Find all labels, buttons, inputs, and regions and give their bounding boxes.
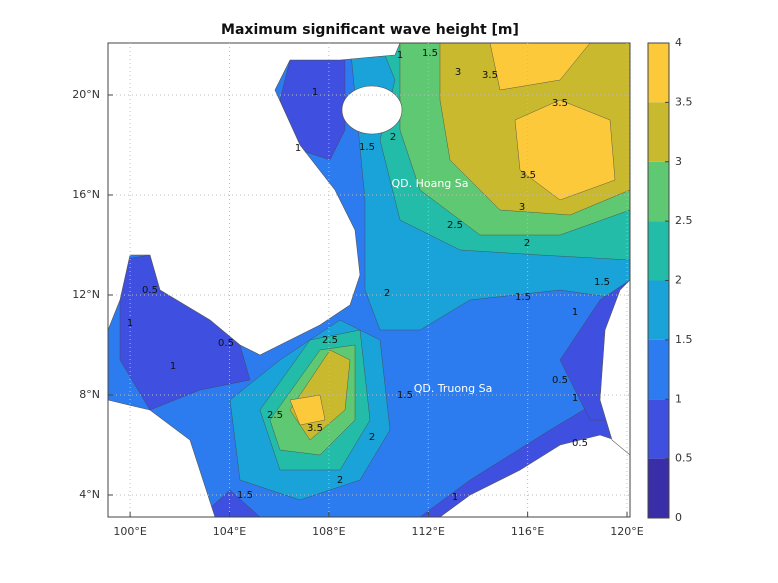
contour-label: 1.5: [359, 142, 375, 153]
contour-label: 3: [455, 67, 461, 78]
colorbar-tick-label: 1: [675, 392, 682, 405]
contour-band: [514, 99, 616, 201]
place-label: QD. Truong Sa: [414, 382, 493, 395]
contour-label: 1.5: [397, 390, 413, 401]
contour-label: 1.5: [515, 292, 531, 303]
contour-label: 2: [390, 132, 396, 143]
land: [108, 43, 401, 356]
place-label: QD. Hoang Sa: [391, 177, 468, 190]
contour-label: 2: [337, 475, 343, 486]
colorbar-tick-label: 3.5: [675, 95, 693, 108]
contour-label: 2.5: [447, 220, 463, 231]
y-tick-label: 16°N: [72, 188, 100, 201]
contour-label: 1: [452, 492, 458, 503]
contour-label: 0.5: [218, 338, 234, 349]
colorbar-segment: [648, 339, 669, 400]
contour-label: 2: [524, 238, 530, 249]
colorbar-segment: [648, 399, 669, 459]
colorbar-tick-label: 2.5: [675, 214, 693, 227]
contour-label: 3.5: [307, 423, 323, 434]
contour-label: 3.5: [520, 170, 536, 181]
x-tick-label: 100°E: [113, 525, 146, 538]
contour-label: 1: [170, 361, 176, 372]
colorbar-segment: [648, 43, 669, 103]
colorbar-segment: [648, 161, 669, 222]
contour-fills: [108, 43, 630, 517]
chart-title: Maximum significant wave height [m]: [221, 22, 519, 38]
contour-label: 1: [572, 307, 578, 318]
contour-label: 1: [572, 393, 578, 404]
colorbar-segment: [648, 102, 669, 162]
plot-frame: [107, 42, 631, 518]
x-tick-label: 120°E: [610, 525, 643, 538]
contour-label: 1.5: [594, 277, 610, 288]
contour-label: 0.5: [142, 285, 158, 296]
contour-label: 3.5: [482, 70, 498, 81]
y-tick-label: 20°N: [72, 88, 100, 101]
contour-band: [289, 394, 326, 426]
contour-label: 1: [127, 318, 133, 329]
contour-label: 2.5: [267, 410, 283, 421]
contour-label: 1.5: [237, 490, 253, 501]
land: [108, 399, 216, 517]
colorbar-tick-label: 0: [675, 511, 682, 524]
contour-label: 1: [312, 87, 318, 98]
contour-label: 0.5: [572, 438, 588, 449]
y-tick-label: 12°N: [72, 288, 100, 301]
colorbar-segment: [648, 221, 669, 281]
contour-band: [199, 489, 261, 517]
land: [341, 85, 403, 135]
y-tick-label: 8°N: [79, 388, 100, 401]
colorbar-tick-label: 4: [675, 36, 682, 49]
land: [439, 434, 630, 517]
x-tick-label: 108°E: [312, 525, 345, 538]
contour-band: [489, 43, 591, 91]
y-tick-label: 4°N: [79, 488, 100, 501]
colorbar-segment: [648, 458, 669, 518]
contour-label: 2: [384, 288, 390, 299]
contour-label: 1: [397, 50, 403, 61]
contour-label: 1.5: [422, 48, 438, 59]
contour-label: 3: [519, 202, 525, 213]
contour-label: 2: [369, 432, 375, 443]
contour-label: 2.5: [322, 335, 338, 346]
contour-label: 1: [295, 143, 301, 154]
x-tick-label: 112°E: [412, 525, 445, 538]
contour-label: 0.5: [552, 375, 568, 386]
colorbar-tick-label: 1.5: [675, 333, 693, 346]
colorbar-tick-label: 3: [675, 155, 682, 168]
colorbar-segment: [648, 280, 669, 340]
contour-label: 3.5: [552, 98, 568, 109]
colorbar-tick-label: 0.5: [675, 452, 693, 465]
x-tick-label: 104°E: [213, 525, 246, 538]
colorbar-tick-label: 2: [675, 274, 682, 287]
land: [599, 279, 630, 456]
x-tick-label: 116°E: [511, 525, 544, 538]
